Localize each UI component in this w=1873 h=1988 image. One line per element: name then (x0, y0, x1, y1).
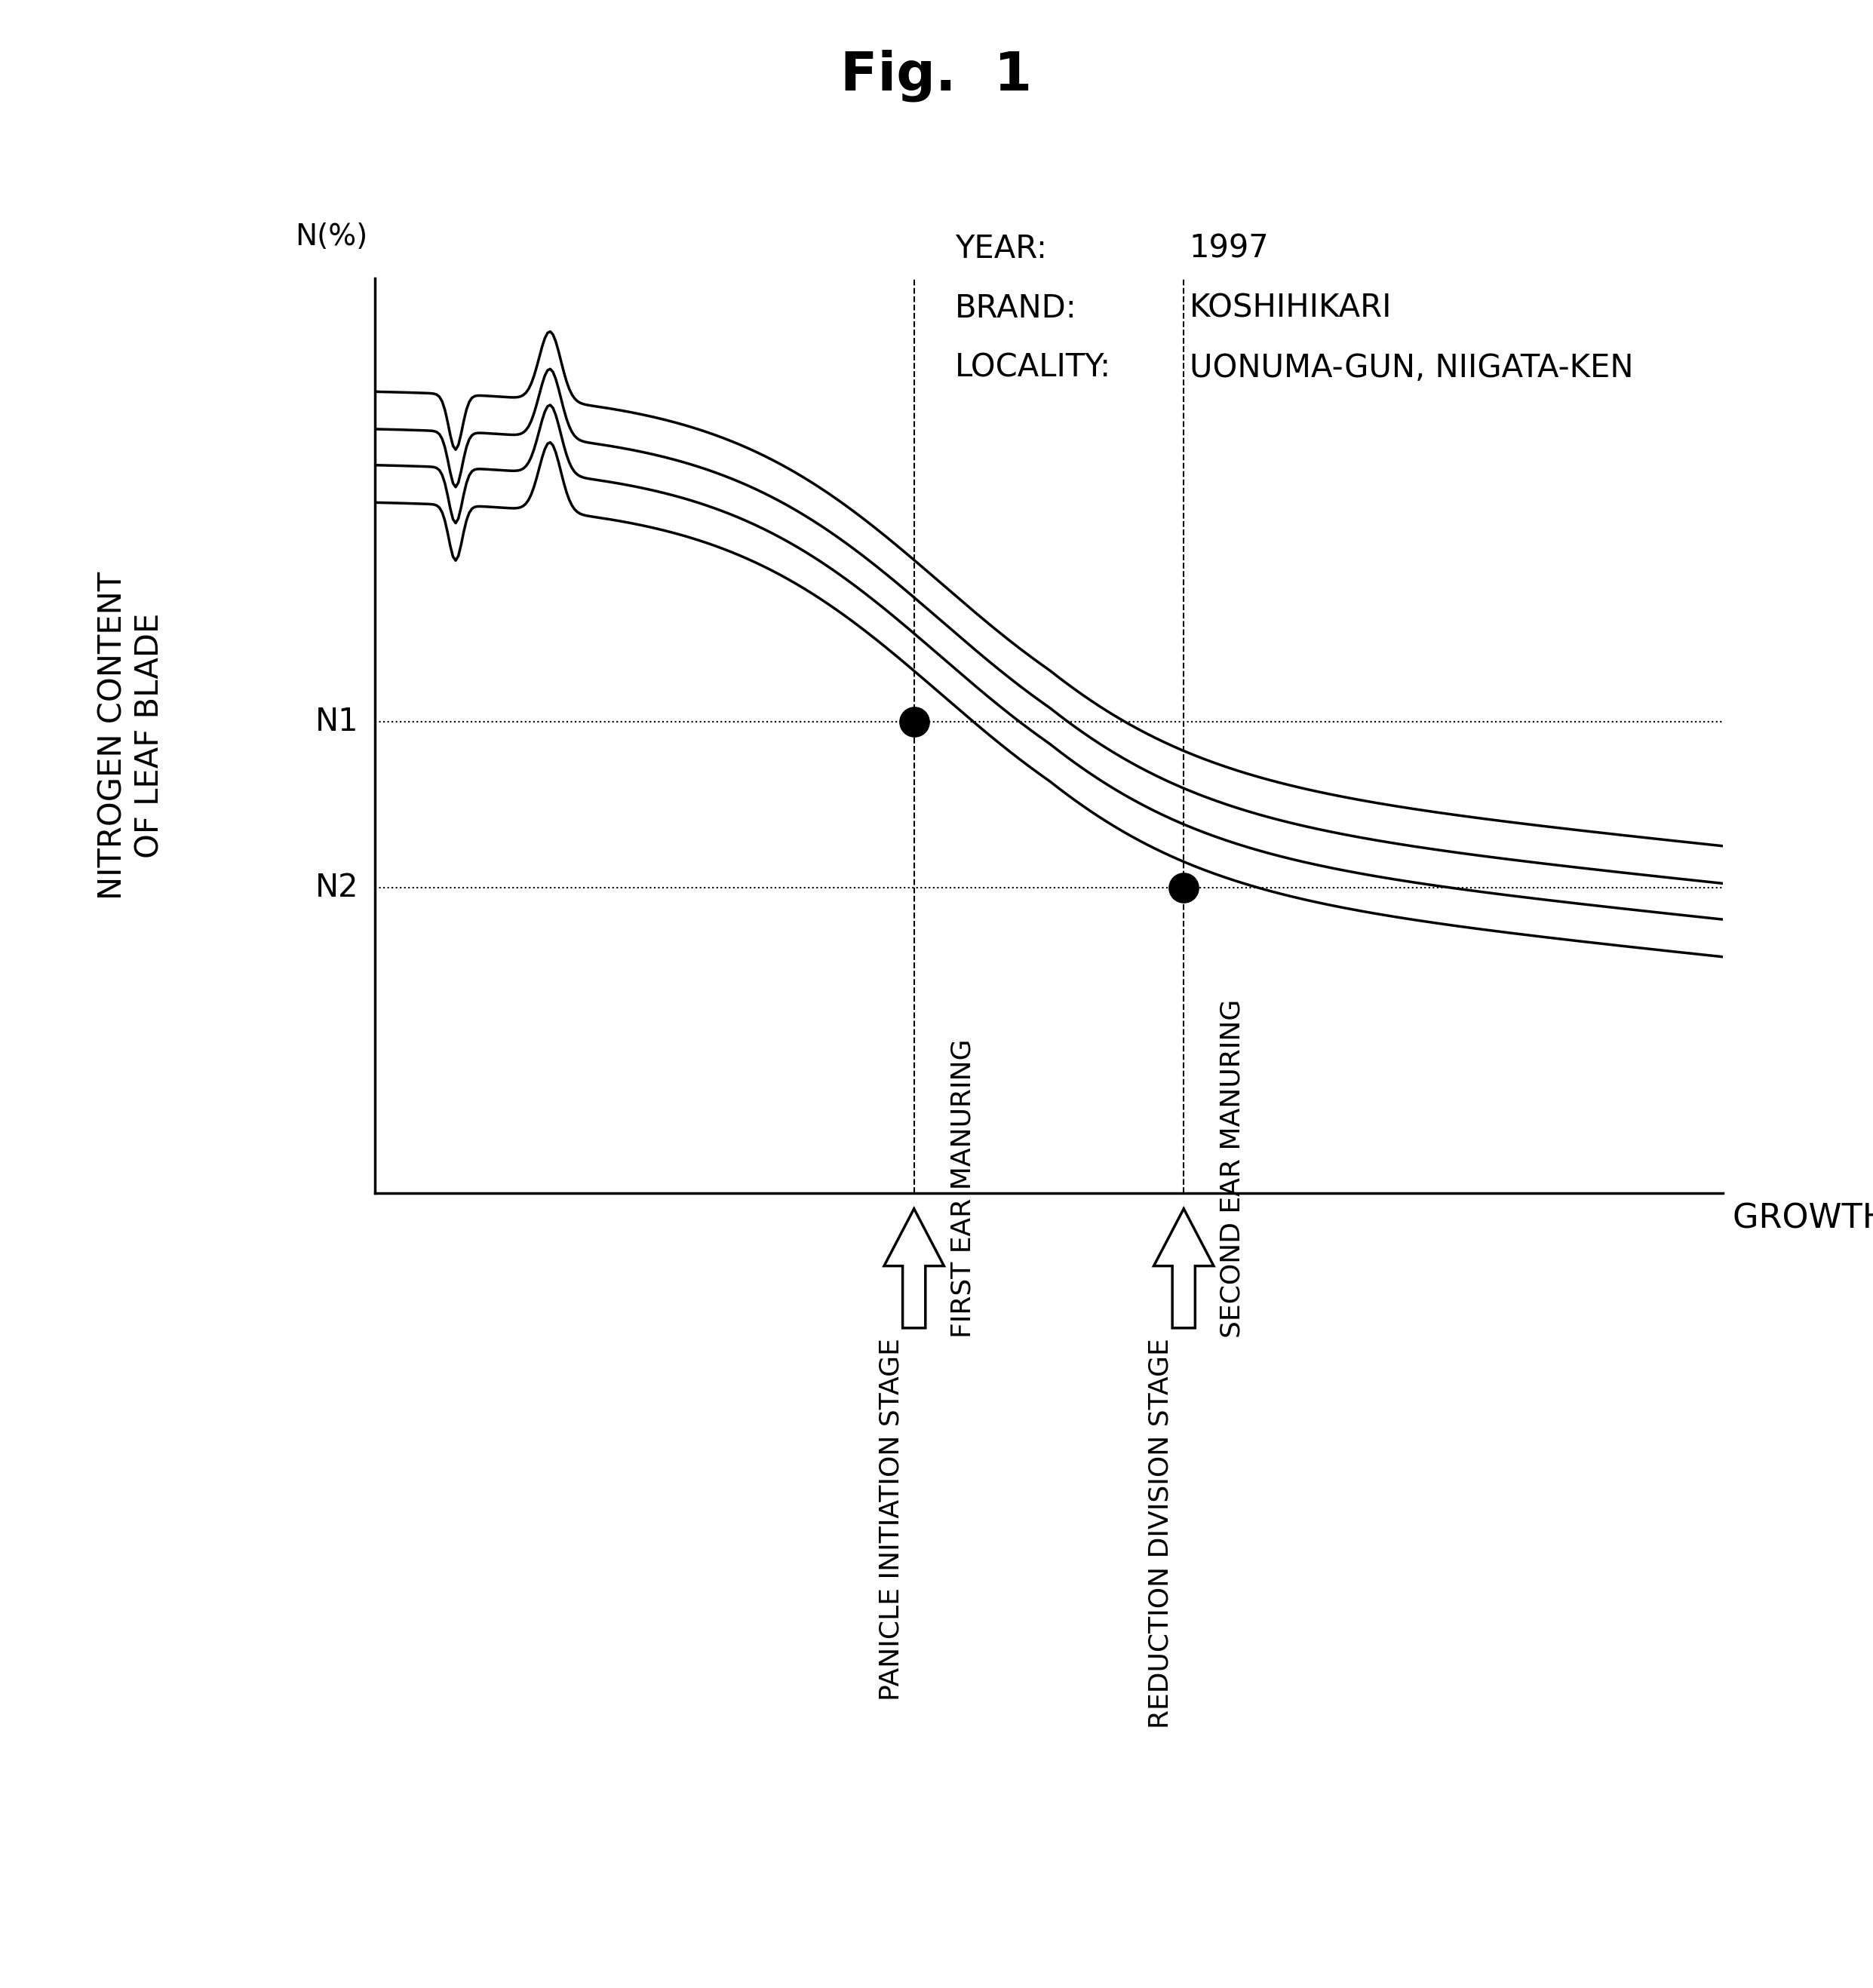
Text: KOSHIHIKARI: KOSHIHIKARI (1189, 292, 1392, 324)
Text: UONUMA-GUN, NIIGATA-KEN: UONUMA-GUN, NIIGATA-KEN (1189, 352, 1633, 384)
Text: GROWTH  DAYS: GROWTH DAYS (1733, 1203, 1873, 1235)
Point (899, 706, 929, 738)
Text: N(%): N(%) (296, 223, 367, 250)
Text: PANICLE INITIATION STAGE: PANICLE INITIATION STAGE (878, 1338, 903, 1700)
Text: Fig.  1: Fig. 1 (841, 50, 1032, 101)
Text: REDUCTION DIVISION STAGE: REDUCTION DIVISION STAGE (1148, 1338, 1172, 1728)
Text: SECOND EAR MANURING: SECOND EAR MANURING (1219, 1000, 1246, 1338)
Text: BRAND:: BRAND: (955, 292, 1077, 324)
Point (1169, 873, 1199, 905)
Text: N1: N1 (315, 706, 358, 738)
Text: YEAR:: YEAR: (955, 233, 1047, 264)
Text: NITROGEN CONTENT
OF LEAF BLADE: NITROGEN CONTENT OF LEAF BLADE (97, 571, 165, 901)
Text: N2: N2 (315, 873, 358, 905)
Text: LOCALITY:: LOCALITY: (955, 352, 1111, 384)
Text: 1997: 1997 (1189, 233, 1270, 264)
Text: FIRST EAR MANURING: FIRST EAR MANURING (950, 1040, 976, 1338)
